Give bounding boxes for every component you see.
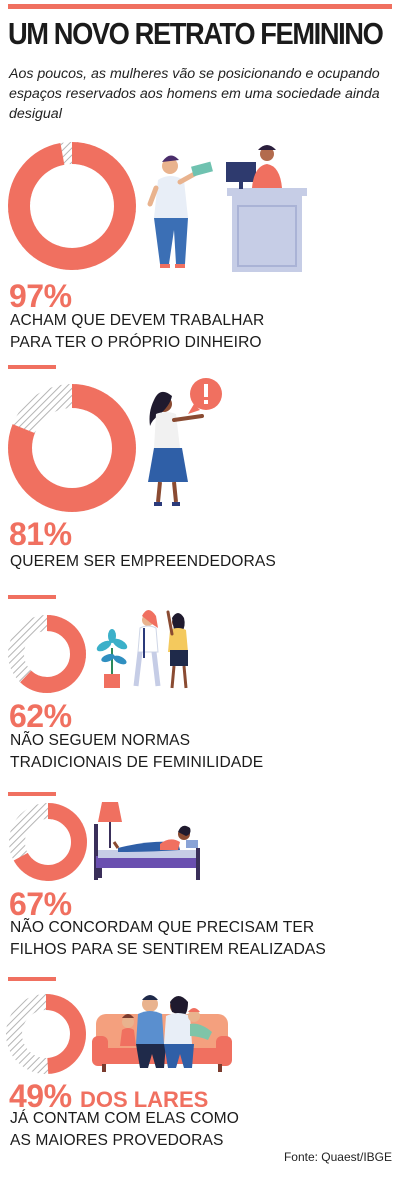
section-divider: [8, 977, 56, 981]
donut-value-arc: [8, 615, 86, 693]
donut-remainder-hatched: [9, 803, 87, 881]
page-title: UM NOVO RETRATO FEMININO: [8, 16, 384, 51]
donut-value-arc: [9, 803, 87, 881]
donut-value-arc: [8, 384, 136, 512]
woman-lying-on-bed-with-laptop-icon: [94, 802, 200, 880]
donut-value-arc: [6, 994, 86, 1074]
top-accent-rule: [8, 4, 392, 9]
stat-value-49-number: 49%: [9, 1078, 72, 1114]
section-divider: [8, 792, 56, 796]
section-divider: [8, 365, 56, 369]
stat-label-67-line2: FILHOS PARA SE SENTIREM REALIZADAS: [10, 941, 326, 958]
stat-label-62-line1: NÃO SEGUEM NORMAS: [10, 732, 191, 749]
page-subtitle: Aos poucos, as mulheres vão se posiciona…: [9, 66, 380, 122]
woman-with-exclamation-bubble-icon: [148, 378, 222, 506]
stat-label-67-line1: NÃO CONCORDAM QUE PRECISAM TER: [10, 919, 315, 936]
stat-label-97-line2: PARA TER O PRÓPRIO DINHEIRO: [10, 334, 262, 351]
two-women-with-plant-icon: [96, 610, 188, 689]
donut-value-arc: [8, 142, 136, 270]
stat-value-49-suffix: DOS LARES: [79, 1087, 209, 1112]
stat-value-49: 49% DOS LARES: [9, 1080, 208, 1116]
stat-value-67: 67%: [9, 886, 72, 922]
donut-remainder-hatched: [6, 994, 86, 1074]
stat-value-97: 97%: [9, 278, 72, 314]
stat-label-62-line2: TRADICIONAIS DE FEMINILIDADE: [10, 754, 264, 771]
donut-remainder-hatched: [8, 615, 86, 693]
section-divider: [8, 595, 56, 599]
stat-label-49-line1: JÁ CONTAM COM ELAS COMO: [10, 1110, 240, 1127]
stat-value-81: 81%: [9, 516, 72, 552]
donut-remainder-hatched: [8, 142, 136, 270]
stat-label-81: QUEREM SER EMPREENDEDORAS: [10, 553, 276, 570]
stat-label-49-line2: AS MAIORES PROVEDORAS: [10, 1132, 224, 1149]
woman-at-desk-receiving-money-icon: [147, 145, 307, 272]
source-credit: Fonte: Quaest/IBGE: [283, 1150, 392, 1164]
family-on-sofa-icon: [92, 995, 232, 1072]
stat-value-62: 62%: [9, 698, 72, 734]
stat-label-97-line1: ACHAM QUE DEVEM TRABALHAR: [10, 312, 265, 329]
donut-remainder-hatched: [8, 384, 136, 512]
